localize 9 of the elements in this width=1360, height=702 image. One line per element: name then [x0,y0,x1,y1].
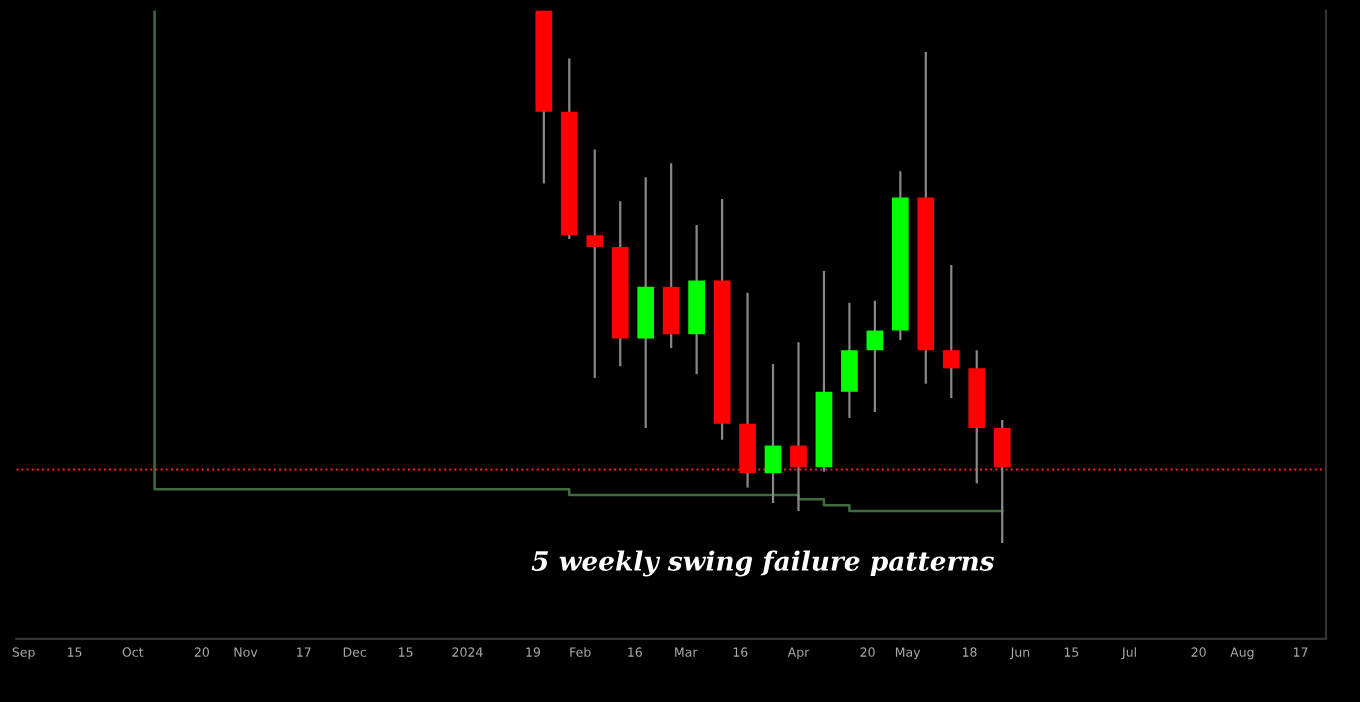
candlestick [866,299,884,414]
candlestick [586,148,604,380]
candlestick [790,341,807,513]
candlestick [942,263,960,400]
candlestick [662,162,680,350]
candlestick [993,418,1011,545]
candlestick [764,362,782,505]
candlestick [841,301,858,419]
text: 5 weekly swing failure patterns [531,550,994,577]
